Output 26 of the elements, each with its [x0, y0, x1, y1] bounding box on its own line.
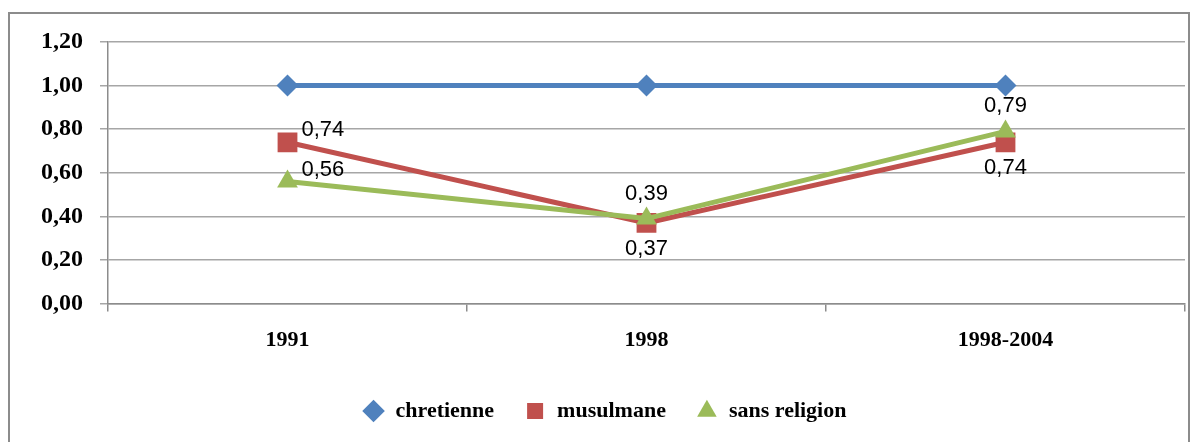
data-label: 0,39	[625, 179, 668, 205]
y-tick-label: 1,20	[41, 27, 83, 54]
y-tick-label: 0,60	[41, 158, 83, 184]
x-tick-label: 1991	[265, 326, 310, 352]
y-tick-label: 0,20	[41, 245, 83, 272]
x-tick-label: 1998	[624, 326, 669, 352]
legend-label: musulmane	[557, 396, 667, 422]
x-tick-label: 1998-2004	[957, 326, 1054, 352]
legend-label: chretienne	[395, 396, 495, 422]
data-label: 0,74	[301, 116, 345, 142]
data-label: 0,56	[301, 155, 345, 181]
data-label: 0,37	[625, 234, 668, 260]
y-tick-label: 0,40	[41, 201, 83, 228]
data-label: 0,74	[984, 153, 1027, 179]
point	[994, 74, 1017, 97]
y-tick-label: 1,00	[41, 70, 83, 97]
legend-label: sans religion	[728, 396, 847, 422]
point	[277, 169, 298, 188]
point	[636, 206, 657, 225]
y-tick-label: 0,80	[41, 114, 83, 141]
data-label: 0,79	[984, 92, 1027, 118]
point	[276, 74, 299, 97]
point	[635, 74, 658, 97]
point	[995, 119, 1016, 138]
y-tick-label: 0,00	[41, 288, 83, 315]
point	[277, 132, 298, 153]
